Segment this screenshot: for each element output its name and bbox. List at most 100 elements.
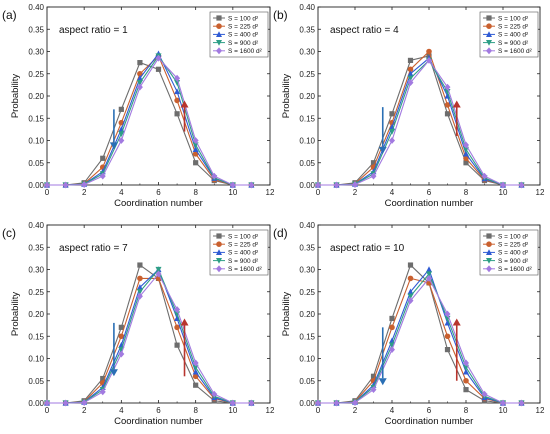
- legend-marker: [216, 40, 222, 46]
- legend-marker: [216, 265, 222, 273]
- y-axis-label: Probability: [10, 74, 21, 119]
- data-point: [389, 315, 395, 322]
- legend-marker: [216, 15, 222, 21]
- x-tick-label: 8: [193, 406, 198, 415]
- legend-entry: S = 225 d²: [228, 242, 259, 249]
- trend-arrow-head: [109, 369, 118, 377]
- legend-marker: [486, 233, 492, 239]
- y-tick-label: 0.15: [299, 114, 315, 123]
- panel-tag: (d): [273, 226, 288, 240]
- data-point: [463, 155, 469, 162]
- legend-marker: [216, 249, 222, 255]
- x-tick-label: 10: [228, 188, 237, 197]
- legend-entry: S = 400 d²: [228, 32, 259, 39]
- data-point: [44, 181, 50, 189]
- data-point: [174, 342, 180, 348]
- data-point: [407, 75, 414, 82]
- legend-entry: S = 1600 d²: [228, 266, 263, 273]
- legend-entry: S = 900 d²: [498, 40, 529, 47]
- y-tick-label: 0.25: [299, 288, 315, 297]
- data-point: [211, 172, 218, 180]
- y-tick-label: 0.20: [28, 310, 44, 319]
- x-tick-label: 12: [266, 406, 275, 415]
- panel-4: 0 2 4 6 8 10 12 0.00 0.05 0.10 0.15 0.20 0.25 0.30 0.3…: [273, 221, 545, 427]
- data-point: [426, 275, 432, 282]
- data-point: [99, 172, 106, 180]
- series-1: [44, 60, 255, 188]
- legend-entry: S = 900 d²: [228, 40, 259, 47]
- data-point: [426, 48, 432, 55]
- x-tick-label: 4: [119, 406, 124, 415]
- x-tick-label: 10: [499, 406, 508, 415]
- x-tick-label: 2: [82, 188, 87, 197]
- y-tick-label: 0.40: [299, 221, 315, 230]
- series-line: [318, 59, 522, 186]
- series-line: [47, 61, 252, 186]
- legend: S = 100 d² S = 225 d²S = 400 d²S = 900 d²…: [479, 229, 539, 276]
- data-point: [136, 289, 143, 295]
- legend-marker: [486, 31, 492, 37]
- y-tick-label: 0.20: [28, 92, 44, 101]
- series-1: [315, 262, 525, 406]
- y-tick-label: 0.40: [28, 3, 44, 12]
- legend-marker: [216, 233, 222, 239]
- x-axis-label: Coordination number: [385, 198, 474, 209]
- legend: S = 100 d² S = 225 d²S = 400 d²S = 900 d²…: [479, 11, 539, 58]
- y-tick-label: 0.20: [299, 92, 315, 101]
- legend-marker: [216, 47, 222, 55]
- y-tick-label: 0.05: [299, 377, 315, 386]
- data-point: [174, 306, 181, 313]
- data-point: [62, 181, 69, 189]
- x-tick-label: 6: [427, 406, 432, 415]
- data-point: [481, 390, 488, 398]
- data-point: [118, 137, 125, 144]
- data-point: [370, 172, 377, 180]
- data-point: [155, 54, 162, 62]
- legend-marker: [486, 249, 492, 255]
- series-3: [44, 266, 255, 406]
- y-tick-label: 0.00: [299, 181, 315, 190]
- data-point: [370, 160, 377, 166]
- data-point: [136, 292, 143, 300]
- x-tick-label: 0: [45, 188, 50, 197]
- aspect-ratio-annotation: aspect ratio = 4: [330, 25, 399, 36]
- panel-1: 0 2 4 6 8 10 12 0.00 0.05 0.10 0.15 0.20 0.25 0.30 0.3…: [2, 3, 275, 209]
- data-point: [370, 386, 377, 394]
- y-tick-label: 0.05: [28, 159, 44, 168]
- data-point: [81, 399, 88, 406]
- legend-entry: S = 1600 d²: [498, 266, 533, 273]
- legend-marker: [486, 47, 492, 55]
- series-line: [47, 277, 252, 404]
- y-tick-label: 0.10: [299, 137, 315, 146]
- y-axis-label: Probability: [281, 74, 292, 119]
- data-point: [136, 284, 143, 290]
- data-point: [370, 373, 377, 379]
- series-line: [47, 54, 252, 186]
- series-3: [315, 54, 525, 188]
- x-axis-label: Coordination number: [114, 198, 203, 209]
- y-tick-label: 0.25: [299, 70, 315, 79]
- y-tick-label: 0.15: [28, 114, 44, 123]
- data-point: [463, 387, 469, 393]
- x-tick-label: 8: [464, 406, 469, 415]
- data-point: [193, 382, 199, 388]
- x-tick-label: 4: [390, 406, 395, 415]
- series-line: [318, 277, 522, 404]
- data-point: [389, 342, 395, 349]
- legend-marker: [216, 241, 222, 247]
- series-1: [44, 262, 255, 406]
- y-tick-label: 0.15: [28, 332, 44, 341]
- panel-3: 0 2 4 6 8 10 12 0.00 0.05 0.10 0.15 0.20 0.25 0.30 0.3…: [2, 221, 275, 427]
- data-point: [407, 79, 414, 87]
- data-point: [192, 373, 199, 380]
- data-point: [118, 106, 124, 112]
- y-tick-label: 0.05: [299, 159, 315, 168]
- panel-tag: (c): [2, 226, 16, 240]
- y-tick-label: 0.35: [299, 243, 315, 252]
- data-point: [248, 181, 255, 189]
- y-tick-label: 0.30: [28, 266, 44, 275]
- data-point: [518, 181, 525, 189]
- series-line: [318, 57, 522, 186]
- data-point: [463, 150, 469, 157]
